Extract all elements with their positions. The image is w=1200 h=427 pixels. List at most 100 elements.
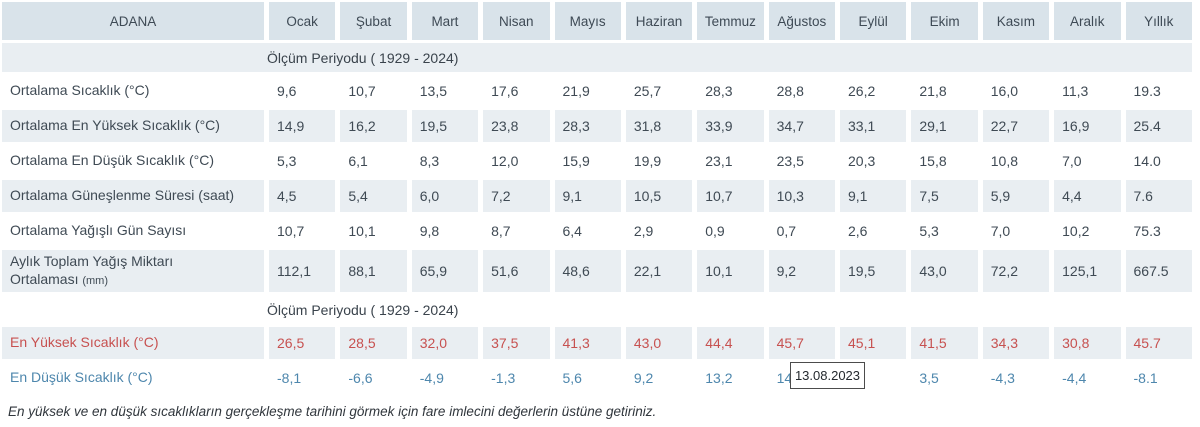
extreme-value[interactable]: 44,4 <box>697 327 764 359</box>
cell-value: 22,7 <box>982 110 1050 142</box>
cell-value: 17,6 <box>491 83 519 99</box>
month-header-3: Mart <box>411 2 479 40</box>
cell-value: 10,5 <box>625 180 693 212</box>
extreme-value[interactable]: -4,9 <box>419 370 444 386</box>
cell-value: 5,3 <box>277 153 297 169</box>
cell-value: 14.0 <box>1133 153 1161 169</box>
cell-value: 19.3 <box>1133 83 1161 99</box>
month-header-12: Aralık <box>1054 2 1121 40</box>
cell-value: 8,7 <box>491 223 511 239</box>
hover-hint-note: En yüksek ve en düşük sıcaklıkların gerç… <box>8 404 657 419</box>
row-label: Ortalama En Düşük Sıcaklık (°C) <box>10 152 214 169</box>
cell-value: 34,7 <box>768 110 835 142</box>
data-row-6: Aylık Toplam Yağış Miktarı Ortalaması (mm… <box>2 250 1192 292</box>
extreme-value[interactable]: 9,2 <box>633 370 654 386</box>
extreme-value[interactable]: -4,3 <box>990 370 1015 386</box>
cell-value: 28,3 <box>705 83 733 99</box>
cell-value: 5,3 <box>919 223 939 239</box>
cell-value: 13,5 <box>419 83 447 99</box>
extreme-value[interactable]: 41,5 <box>911 327 978 359</box>
extreme-value[interactable]: -8.1 <box>1133 370 1158 386</box>
extreme-value[interactable]: 43,0 <box>625 327 693 359</box>
extreme-value[interactable]: 32,0 <box>411 327 479 359</box>
month-header-10: Ekim <box>911 2 978 40</box>
table-header: ADANA Ocak Şubat Mart Nisan Mayıs Haziran Temmu… <box>2 2 1192 40</box>
data-row-2: Ortalama En Yüksek Sıcaklık (°C) 14,9 16,2… <box>2 110 1192 142</box>
month-header-4: Nisan <box>483 2 550 40</box>
row-label: Aylık Toplam Yağış Miktarı Ortalaması (mm… <box>2 250 264 292</box>
cell-value: 0,9 <box>705 223 725 239</box>
month-header-5: Mayıs <box>554 2 621 40</box>
month-header-11: Kasım <box>982 2 1050 40</box>
cell-value: 4,4 <box>1054 180 1121 212</box>
cell-value: 7,2 <box>483 180 550 212</box>
cell-value: 12,0 <box>491 153 519 169</box>
extreme-value[interactable]: -4,4 <box>1062 370 1087 386</box>
data-row-3: Ortalama En Düşük Sıcaklık (°C) 5,3 6,1 8,3… <box>2 145 1192 177</box>
extreme-value[interactable]: 14 <box>776 370 793 386</box>
cell-value: 20,3 <box>848 153 876 169</box>
extreme-value[interactable]: 28,5 <box>340 327 407 359</box>
table-body: Ölçüm Periyodu ( 1929 - 2024) Ortalama Sı… <box>2 43 1192 394</box>
cell-value: 16,0 <box>990 83 1018 99</box>
data-row-4: Ortalama Güneşlenme Süresi (saat) 4,5 5,4 6… <box>2 180 1192 212</box>
row-label-unit: (mm) <box>82 274 109 287</box>
cell-value: 25,7 <box>633 83 662 99</box>
cell-value: 10,7 <box>348 83 376 99</box>
extreme-value[interactable]: 34,3 <box>982 327 1050 359</box>
cell-value: 125,1 <box>1054 250 1121 292</box>
cell-value: 9,6 <box>277 83 297 99</box>
month-header-2: Şubat <box>340 2 407 40</box>
cell-value: 2,9 <box>633 223 654 239</box>
cell-value: 15,8 <box>919 153 947 169</box>
month-header-7: Temmuz <box>697 2 764 40</box>
extreme-value[interactable]: 45.7 <box>1125 327 1192 359</box>
row-label: Ortalama Yağışlı Gün Sayısı <box>10 222 187 239</box>
cell-value: 7,0 <box>990 223 1011 239</box>
row-label: Ortalama En Yüksek Sıcaklık (°C) <box>2 110 264 142</box>
cell-value: 65,9 <box>411 250 479 292</box>
row-label: Ortalama Sıcaklık (°C) <box>10 82 150 99</box>
row-label: En Yüksek Sıcaklık (°C) <box>2 327 264 359</box>
cell-value: 9,1 <box>554 180 621 212</box>
extreme-row-max: En Yüksek Sıcaklık (°C) 26,5 28,5 32,0 37,5 4… <box>2 327 1192 359</box>
section-label: Ölçüm Periyodu ( 1929 - 2024) <box>2 43 1192 72</box>
cell-value: 21,8 <box>919 83 947 99</box>
extreme-value[interactable]: 26,5 <box>269 327 336 359</box>
cell-value: 88,1 <box>340 250 407 292</box>
extreme-value[interactable]: 37,5 <box>483 327 550 359</box>
extreme-value[interactable]: 41,3 <box>554 327 621 359</box>
cell-value: 21,9 <box>562 83 590 99</box>
cell-value: 2,6 <box>848 223 868 239</box>
cell-value: 22,1 <box>625 250 693 292</box>
cell-value: 9,8 <box>419 223 440 239</box>
extreme-value[interactable]: -6,6 <box>348 370 373 386</box>
cell-value: 31,8 <box>625 110 693 142</box>
cell-value: 51,6 <box>483 250 550 292</box>
cell-value: 10,3 <box>768 180 835 212</box>
cell-value: 26,2 <box>848 83 876 99</box>
row-label: En Düşük Sıcaklık (°C) <box>10 369 153 386</box>
cell-value: 72,2 <box>982 250 1050 292</box>
extreme-value[interactable]: -8,1 <box>277 370 302 386</box>
cell-value: 33,9 <box>697 110 764 142</box>
cell-value: 15,9 <box>562 153 590 169</box>
station-header: ADANA <box>2 2 264 40</box>
cell-value: 7,5 <box>911 180 978 212</box>
cell-value: 43,0 <box>911 250 978 292</box>
cell-value: 7,0 <box>1062 153 1082 169</box>
extreme-value[interactable]: -1,3 <box>491 370 516 386</box>
extreme-value[interactable]: 45,7 <box>768 327 835 359</box>
extreme-value[interactable]: 5,6 <box>562 370 582 386</box>
extreme-value[interactable]: 3,5 <box>919 370 939 386</box>
cell-value: 10,1 <box>348 223 376 239</box>
extreme-value[interactable]: 30,8 <box>1054 327 1121 359</box>
extreme-value[interactable]: 45,1 <box>840 327 907 359</box>
cell-value: 9,2 <box>768 250 835 292</box>
data-row-5: Ortalama Yağışlı Gün Sayısı 10,7 10,1 9,8 8,… <box>2 215 1192 247</box>
cell-value: 667.5 <box>1125 250 1192 292</box>
extreme-value[interactable]: 13,2 <box>705 370 733 386</box>
header-row: ADANA Ocak Şubat Mart Nisan Mayıs Haziran Temmu… <box>2 2 1192 40</box>
cell-value: 112,1 <box>269 250 336 292</box>
cell-value: 10,8 <box>990 153 1018 169</box>
